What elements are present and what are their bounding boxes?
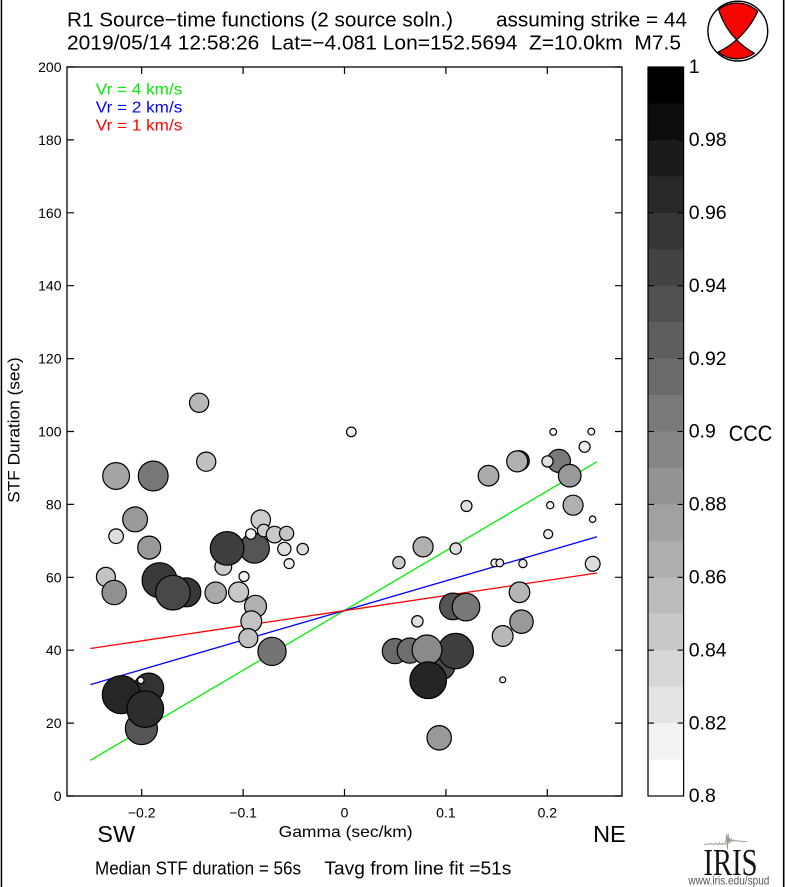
svg-text:20: 20	[46, 715, 62, 731]
svg-text:0.88: 0.88	[689, 494, 727, 516]
svg-text:120: 120	[38, 351, 62, 367]
svg-text:−0.1: −0.1	[229, 805, 257, 821]
svg-text:0: 0	[341, 805, 349, 821]
svg-text:Vr = 1 km/s: Vr = 1 km/s	[96, 118, 183, 135]
svg-text:0.96: 0.96	[689, 202, 727, 224]
svg-text:Gamma (sec/km): Gamma (sec/km)	[279, 824, 413, 841]
svg-text:www.iris.edu/spud: www.iris.edu/spud	[688, 874, 770, 887]
svg-text:CCC: CCC	[729, 421, 773, 446]
svg-text:Vr = 4 km/s: Vr = 4 km/s	[96, 82, 183, 99]
svg-text:Median STF duration = 56s: Median STF duration = 56s	[95, 858, 301, 878]
svg-text:Tavg from line fit =51s: Tavg from line fit =51s	[324, 858, 511, 878]
svg-text:SW: SW	[97, 821, 136, 847]
svg-text:0.82: 0.82	[689, 712, 727, 734]
svg-text:−0.2: −0.2	[128, 805, 156, 821]
svg-text:R1 Source−time functions (2 so: R1 Source−time functions (2 source soln.…	[67, 10, 453, 32]
svg-text:100: 100	[38, 424, 62, 440]
svg-text:1: 1	[689, 56, 700, 78]
svg-text:IRIS: IRIS	[704, 842, 758, 884]
svg-text:180: 180	[38, 132, 62, 148]
svg-text:Vr = 2 km/s: Vr = 2 km/s	[96, 100, 183, 117]
svg-text:0.98: 0.98	[689, 129, 727, 151]
svg-text:0.1: 0.1	[436, 805, 456, 821]
svg-text:200: 200	[38, 59, 62, 75]
svg-text:160: 160	[38, 205, 62, 221]
svg-text:assuming strike = 44: assuming strike = 44	[496, 10, 687, 32]
svg-text:0.8: 0.8	[689, 785, 716, 807]
svg-text:0.9: 0.9	[689, 421, 716, 443]
svg-text:0.84: 0.84	[689, 639, 727, 661]
svg-text:NE: NE	[593, 821, 626, 847]
svg-text:60: 60	[46, 569, 62, 585]
svg-text:0.2: 0.2	[538, 805, 558, 821]
svg-text:80: 80	[46, 496, 62, 512]
svg-text:140: 140	[38, 278, 62, 294]
svg-text:0: 0	[54, 788, 62, 804]
svg-text:40: 40	[46, 642, 62, 658]
svg-text:0.86: 0.86	[689, 567, 727, 589]
svg-text:0.94: 0.94	[689, 275, 727, 297]
svg-text:0.92: 0.92	[689, 348, 727, 370]
svg-text:STF Duration (sec): STF Duration (sec)	[5, 357, 24, 503]
svg-text:2019/05/14 12:58:26 Lat=−4.08: 2019/05/14 12:58:26 Lat=−4.081 Lon=152.5…	[67, 32, 681, 54]
